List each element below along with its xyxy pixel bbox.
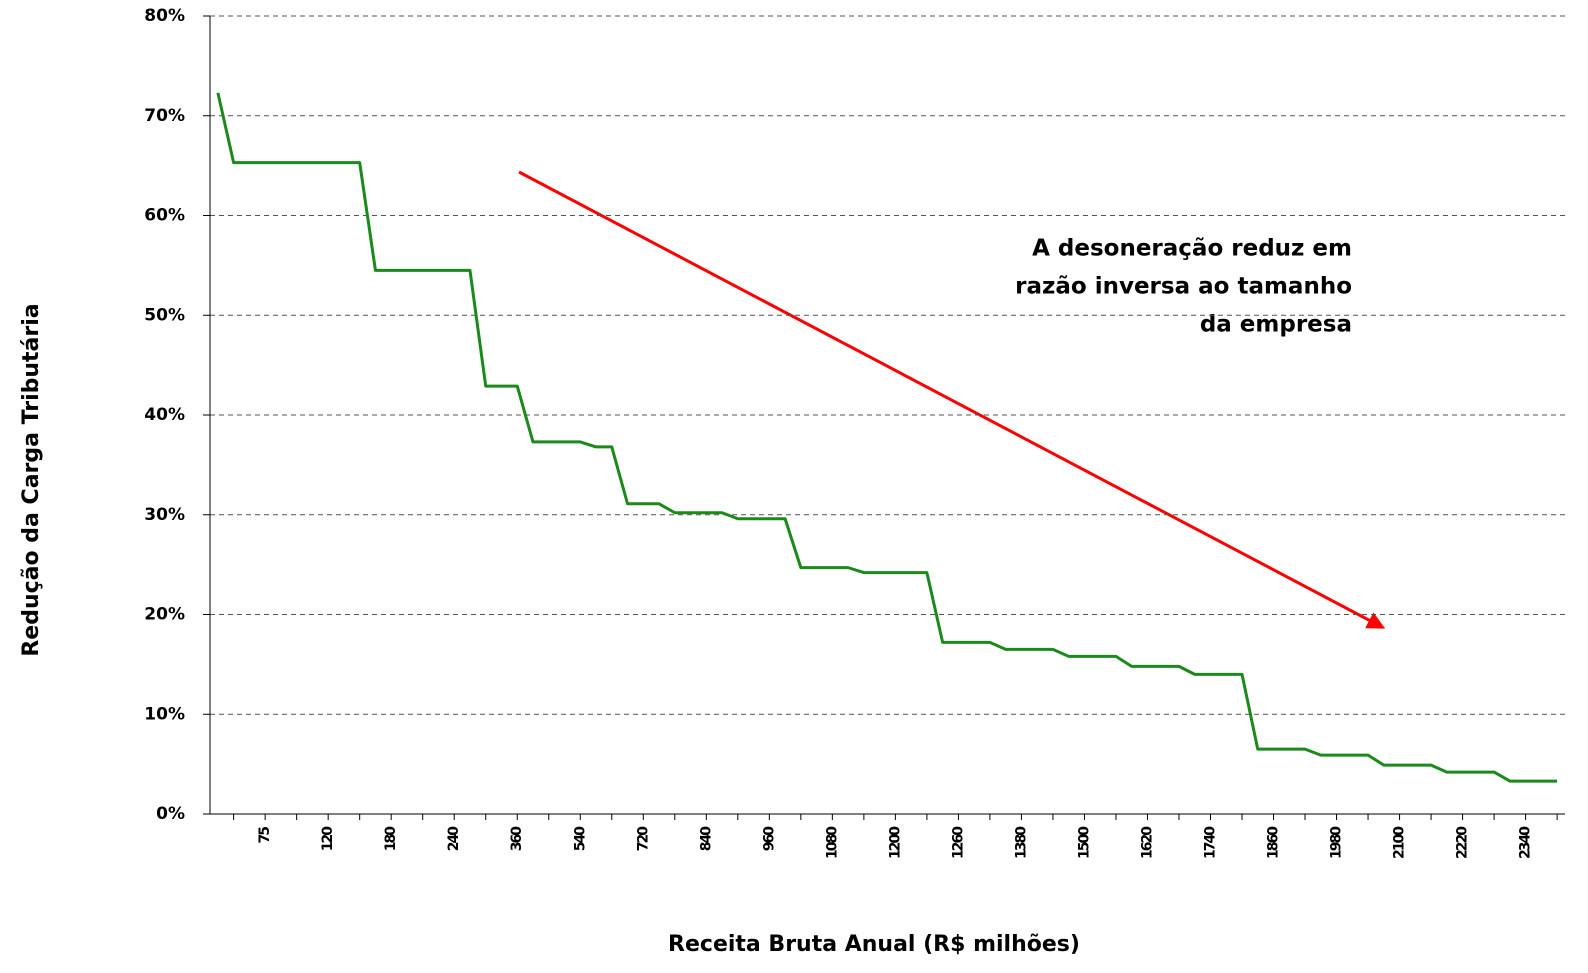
data-line	[216, 92, 1558, 783]
x-tick-label: 1980	[1329, 826, 1345, 859]
x-tick-label: 1080	[824, 826, 840, 859]
x-tick-label: 540	[572, 826, 588, 851]
y-tick-label: 10%	[144, 704, 185, 724]
y-axis-label: Redução da Carga Tributária	[19, 303, 44, 656]
y-tick-label: 80%	[144, 6, 185, 26]
y-tick-label: 50%	[144, 305, 185, 325]
x-tick-label: 2100	[1392, 826, 1408, 859]
y-tick-label: 60%	[144, 206, 185, 226]
annotation: A desoneração reduz em	[1032, 236, 1352, 262]
y-tick-label: 70%	[144, 106, 185, 126]
y-tick-label: 30%	[144, 505, 185, 525]
y-tick-label: 0%	[156, 804, 185, 824]
x-tick-label: 240	[446, 826, 462, 851]
y-tick-label: 40%	[144, 405, 185, 425]
x-tick-label: 2340	[1518, 826, 1534, 859]
trend-arrow	[518, 170, 1386, 629]
annotation: razão inversa ao tamanho	[1015, 274, 1352, 300]
x-tick-label: 120	[320, 826, 336, 851]
x-tick-label: 960	[761, 826, 777, 851]
x-tick-label: 1260	[950, 826, 966, 859]
x-tick-label: 1740	[1202, 826, 1218, 859]
x-tick-label: 1200	[887, 826, 903, 859]
x-tick-label: 840	[698, 826, 714, 851]
x-tick-label: 1380	[1013, 826, 1029, 859]
x-axis-label: Receita Bruta Anual (R$ milhões)	[668, 932, 1080, 957]
annotation: da empresa	[1200, 312, 1352, 338]
x-tick-label: 1500	[1076, 826, 1092, 859]
x-tick-label: 180	[383, 826, 399, 851]
x-tick-label: 1860	[1266, 826, 1282, 859]
x-tick-label: 1620	[1139, 826, 1155, 859]
x-tick-label: 720	[635, 826, 651, 851]
x-tick-label: 2220	[1455, 826, 1471, 859]
x-tick-label: 75	[257, 827, 273, 844]
y-tick-label: 20%	[144, 605, 185, 625]
x-tick-label: 360	[509, 826, 525, 851]
